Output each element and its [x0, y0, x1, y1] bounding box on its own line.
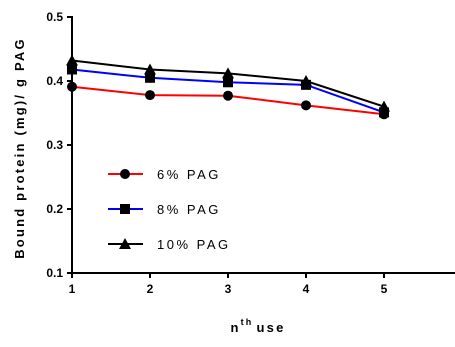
legend-label: 6% PAG	[157, 167, 221, 182]
x-axis-title-base: n	[230, 320, 240, 335]
y-tick-label: 0.2	[46, 202, 63, 216]
x-axis-title-superscript: th	[241, 317, 254, 327]
legend-label: 8% PAG	[157, 202, 221, 217]
data-point	[379, 109, 389, 120]
x-tick-label: 3	[225, 282, 232, 296]
axes: 0.1 0.2 0.3 0.4 0.5 1 2 3 4 5	[46, 10, 455, 296]
legend-item: 6% PAG	[108, 167, 221, 182]
legend-item: 10% PAG	[108, 237, 231, 252]
series-layer	[66, 54, 390, 120]
x-tick-label: 1	[69, 282, 76, 296]
y-tick-label: 0.3	[46, 138, 63, 152]
legend: 6% PAG 8% PAG 10% PAG	[108, 167, 231, 252]
x-axis-title: nth use	[230, 317, 285, 335]
data-point	[301, 100, 311, 111]
legend-item: 8% PAG	[108, 202, 221, 217]
legend-marker	[120, 204, 130, 214]
y-tick-label: 0.5	[46, 10, 63, 24]
y-tick-label: 0.1	[46, 266, 63, 280]
series-circle	[67, 81, 389, 120]
data-point	[223, 90, 233, 101]
data-point	[67, 81, 77, 92]
data-point	[223, 77, 233, 88]
data-point	[66, 54, 78, 66]
data-point	[145, 72, 155, 83]
legend-label: 10% PAG	[157, 237, 231, 252]
legend-marker	[120, 169, 130, 179]
data-point	[144, 63, 156, 75]
y-axis-title: Bound protein (mg)/ g PAG	[12, 37, 27, 259]
y-tick-label: 0.4	[46, 74, 63, 88]
data-point	[301, 79, 311, 90]
data-point	[222, 67, 234, 79]
x-tick-label: 4	[303, 282, 310, 296]
legend-marker	[119, 238, 131, 249]
x-axis-title-rest: use	[257, 320, 286, 335]
data-point	[145, 90, 155, 101]
x-tick-label: 2	[147, 282, 154, 296]
data-point	[67, 64, 77, 75]
x-tick-label: 5	[381, 282, 388, 296]
